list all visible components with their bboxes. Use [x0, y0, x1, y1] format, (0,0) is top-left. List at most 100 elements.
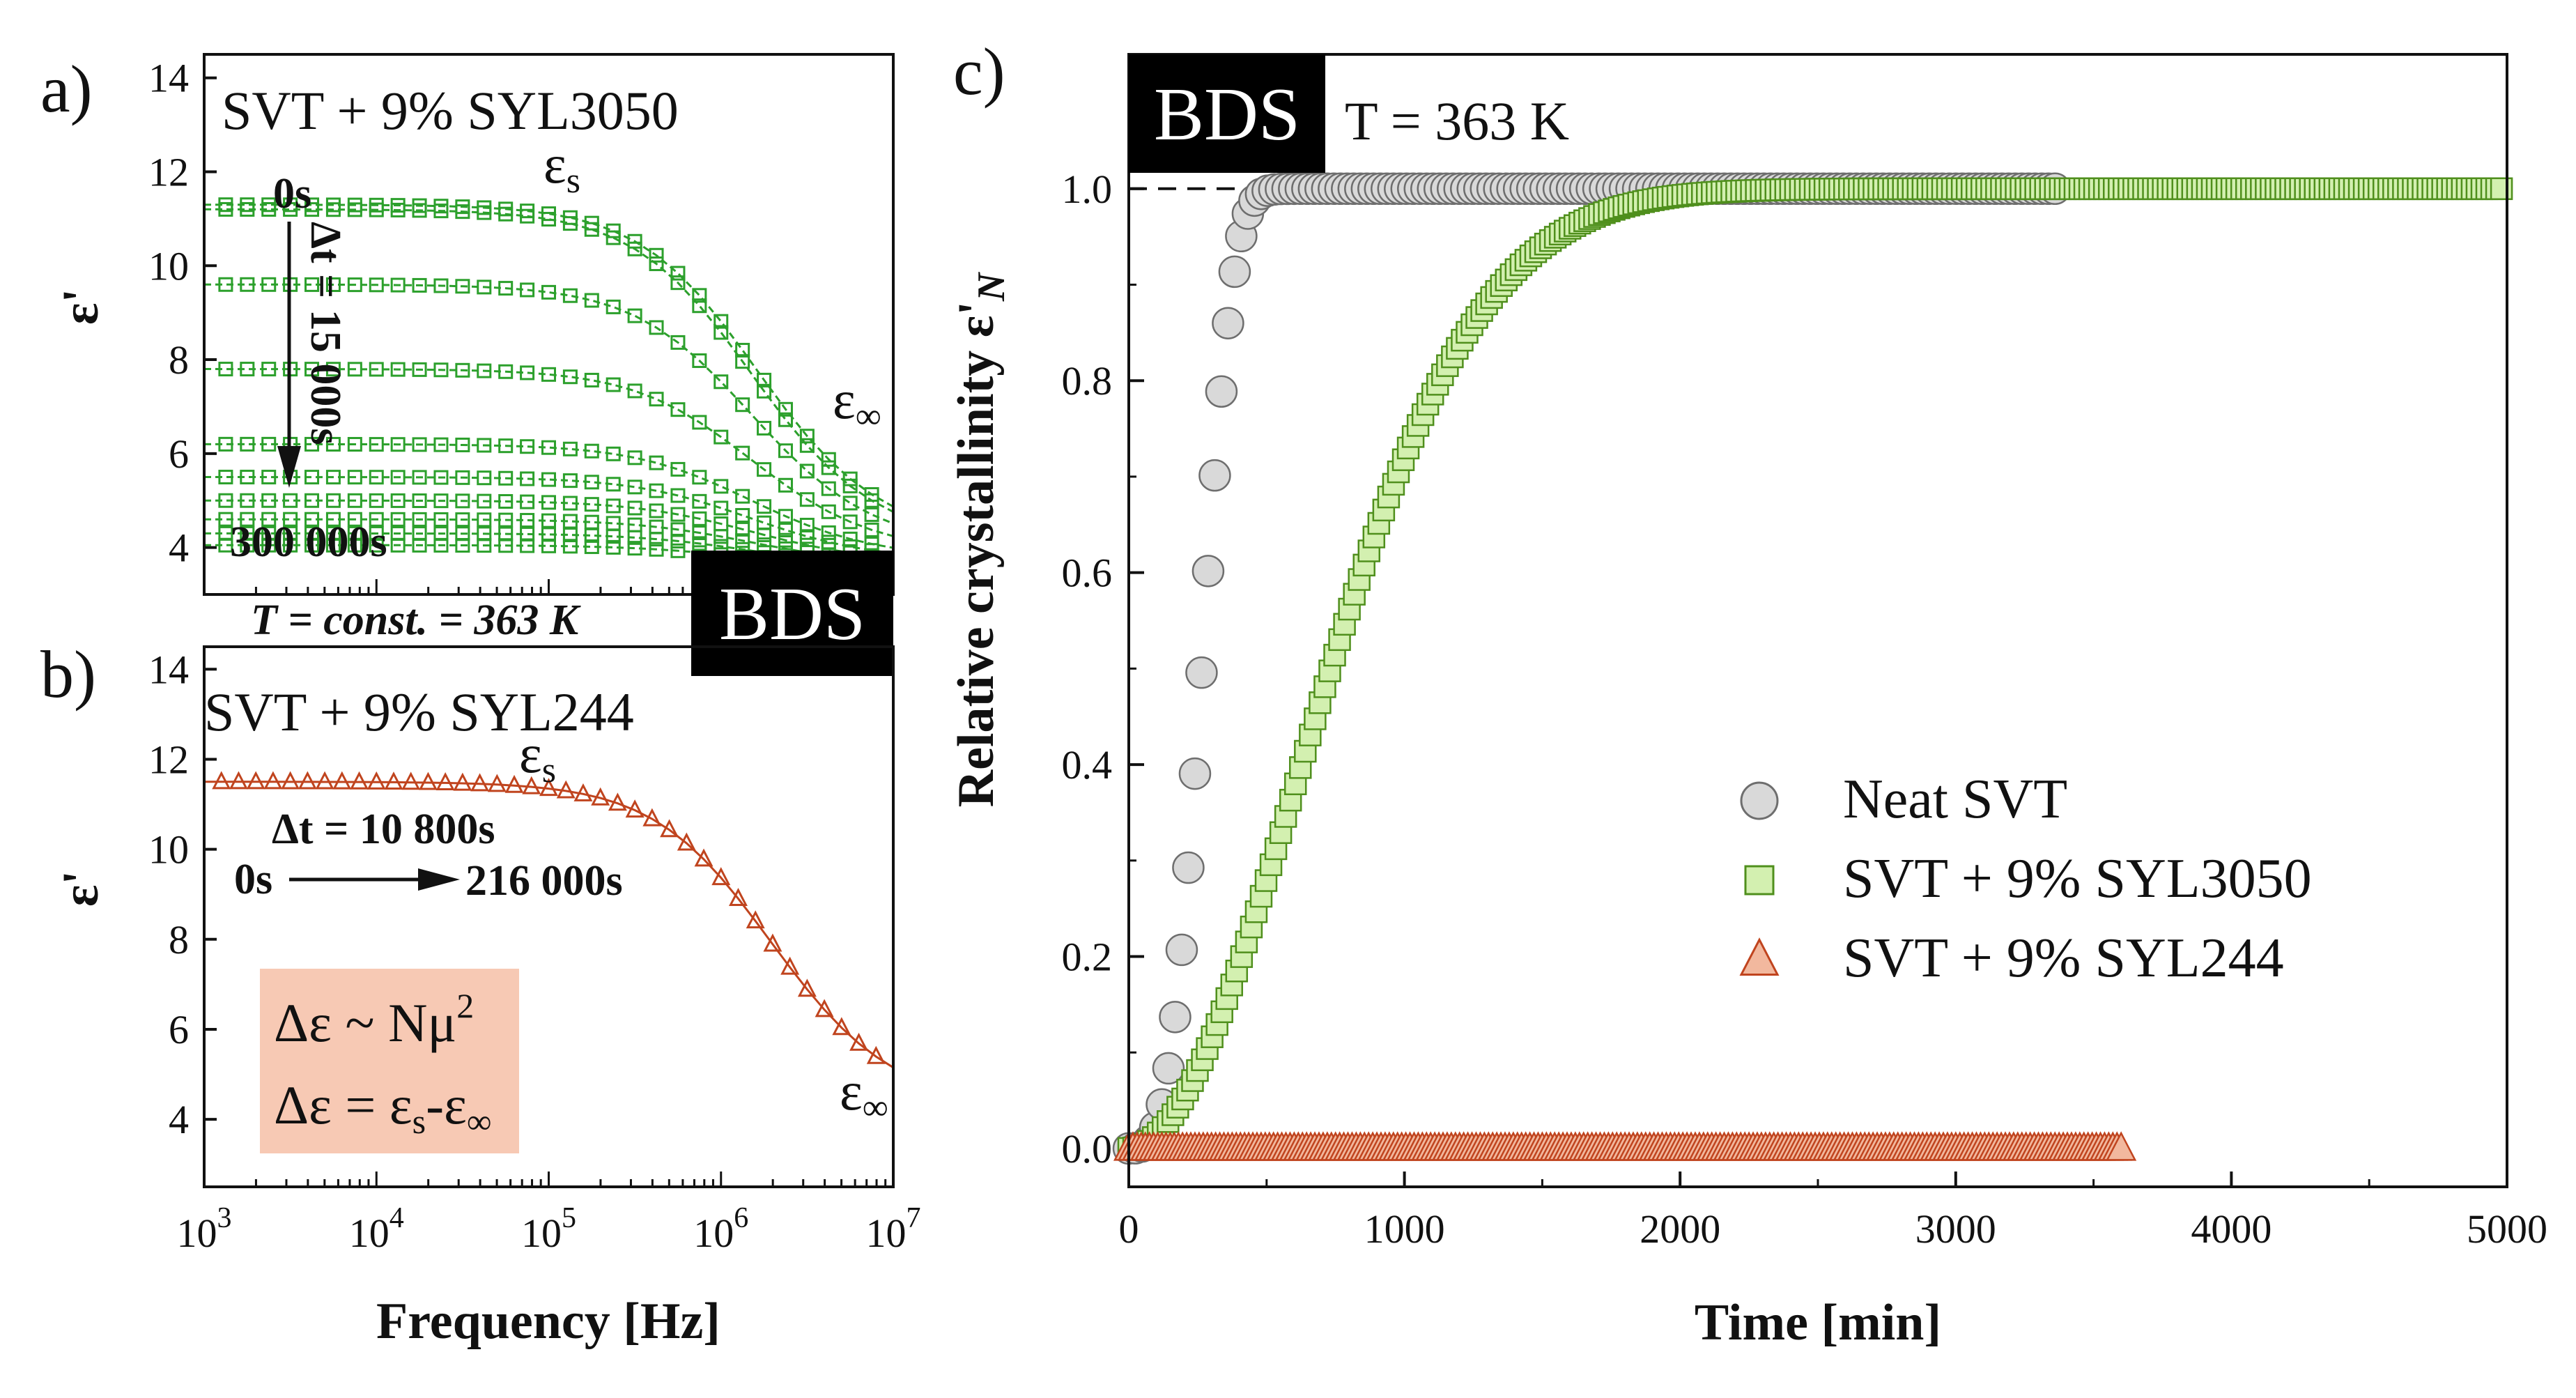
dielectric-point [498, 494, 514, 509]
dielectric-point [799, 429, 815, 444]
panel-b-x-tick-label: 105 [521, 1202, 576, 1256]
bds-badge-c-text: BDS [1154, 73, 1300, 156]
dielectric-point [821, 504, 836, 519]
dielectric-point [498, 206, 514, 222]
dielectric-point [866, 1045, 886, 1064]
dielectric-point [433, 470, 449, 485]
dielectric-point [562, 496, 578, 511]
dielectric-point [412, 277, 427, 293]
dielectric-point [455, 537, 470, 553]
dielectric-point [541, 495, 556, 510]
dielectric-point [498, 438, 514, 454]
panel-c-x-tick-label: 5000 [2467, 1206, 2547, 1252]
panel-c-title: T = 363 K [1345, 91, 1569, 151]
dielectric-point [304, 202, 320, 217]
dielectric-point [369, 202, 384, 217]
dielectric-point [625, 799, 645, 818]
panel-a-delta-t: Δt = 15 000s [302, 222, 349, 445]
dielectric-point [627, 500, 642, 516]
dielectric-point [455, 512, 470, 528]
dielectric-point [240, 537, 255, 553]
crystallinity-series [1112, 172, 2072, 1165]
panel-b-eps-s-label: εs [519, 723, 556, 790]
panel-b-y-tick-label: 4 [169, 1097, 189, 1142]
dielectric-point [433, 203, 449, 219]
dielectric-point [261, 277, 277, 292]
dielectric-point [281, 771, 300, 790]
dielectric-point [541, 440, 556, 455]
dielectric-point [832, 1017, 851, 1036]
dielectric-point [455, 279, 470, 294]
panel-b-title: SVT + 9% SYL244 [204, 682, 634, 742]
panel-c-series [1112, 172, 2513, 1165]
dielectric-series [204, 436, 894, 552]
dielectric-point [735, 521, 750, 537]
panel-a-y-tick-label: 6 [169, 431, 189, 477]
dielectric-point [369, 362, 384, 377]
dielectric-point [218, 436, 233, 452]
crystallinity-point [1218, 255, 1251, 289]
dielectric-point [606, 377, 621, 392]
dielectric-point [433, 437, 449, 452]
dielectric-point [477, 363, 492, 378]
dielectric-point [477, 205, 492, 220]
dielectric-point [584, 497, 599, 512]
dielectric-point [584, 528, 599, 543]
dielectric-point [778, 401, 793, 417]
dielectric-point [283, 512, 298, 527]
legend-marker [1740, 781, 1779, 820]
dielectric-point [520, 365, 535, 381]
dielectric-point [757, 420, 772, 436]
dielectric-point [670, 533, 686, 548]
dielectric-point [757, 383, 772, 399]
dielectric-point [842, 514, 858, 530]
dielectric-point [433, 512, 449, 527]
crystallinity-point [1198, 459, 1231, 492]
dielectric-point [627, 541, 642, 556]
dielectric-point [714, 429, 729, 445]
dielectric-point [627, 479, 642, 495]
dielectric-point [218, 537, 233, 553]
panel-a-end-time: 300 000s [230, 519, 387, 566]
dielectric-point [692, 470, 707, 485]
dielectric-point [714, 325, 729, 340]
dielectric-point [477, 538, 492, 553]
dielectric-point [606, 230, 621, 245]
dielectric-point [864, 507, 879, 522]
dielectric-point [584, 475, 599, 490]
crystallinity-point [1178, 757, 1212, 790]
dielectric-point [627, 530, 642, 545]
panel-a-y-ticks: 4 6 8 10 12 14 [148, 56, 217, 571]
dielectric-point [757, 372, 772, 387]
dielectric-point [541, 538, 556, 553]
dielectric-point [315, 771, 334, 790]
dielectric-point [390, 493, 406, 508]
panel-c-y-tick-label: 0.4 [1062, 742, 1113, 788]
dielectric-point [606, 299, 621, 314]
dielectric-point [608, 792, 627, 811]
dielectric-point [627, 383, 642, 399]
dielectric-point [240, 362, 255, 377]
dielectric-series [204, 201, 894, 513]
panel-c-x-axis-title: Time [min] [1695, 1294, 1941, 1351]
dielectric-point [815, 999, 834, 1017]
dielectric-point [369, 512, 384, 527]
dielectric-point [541, 212, 556, 227]
dielectric-point [347, 277, 362, 293]
panel-c-x-tick-label: 0 [1119, 1206, 1139, 1252]
dielectric-point [477, 438, 492, 453]
dielectric-point [562, 528, 578, 543]
dielectric-point [455, 470, 470, 485]
formula-dipole: Δε ~ Nμ2 [274, 986, 474, 1053]
dielectric-point [304, 470, 320, 485]
dielectric-point [350, 771, 369, 790]
dielectric-point [477, 512, 492, 528]
dielectric-point [714, 374, 729, 390]
crystallinity-point [2106, 1131, 2137, 1161]
dielectric-point [369, 537, 384, 553]
dielectric-point [367, 771, 386, 790]
dielectric-point [778, 532, 793, 548]
dielectric-point [470, 773, 490, 792]
dielectric-point [369, 493, 384, 508]
panel-b-delta-t: Δt = 10 800s [272, 806, 495, 853]
